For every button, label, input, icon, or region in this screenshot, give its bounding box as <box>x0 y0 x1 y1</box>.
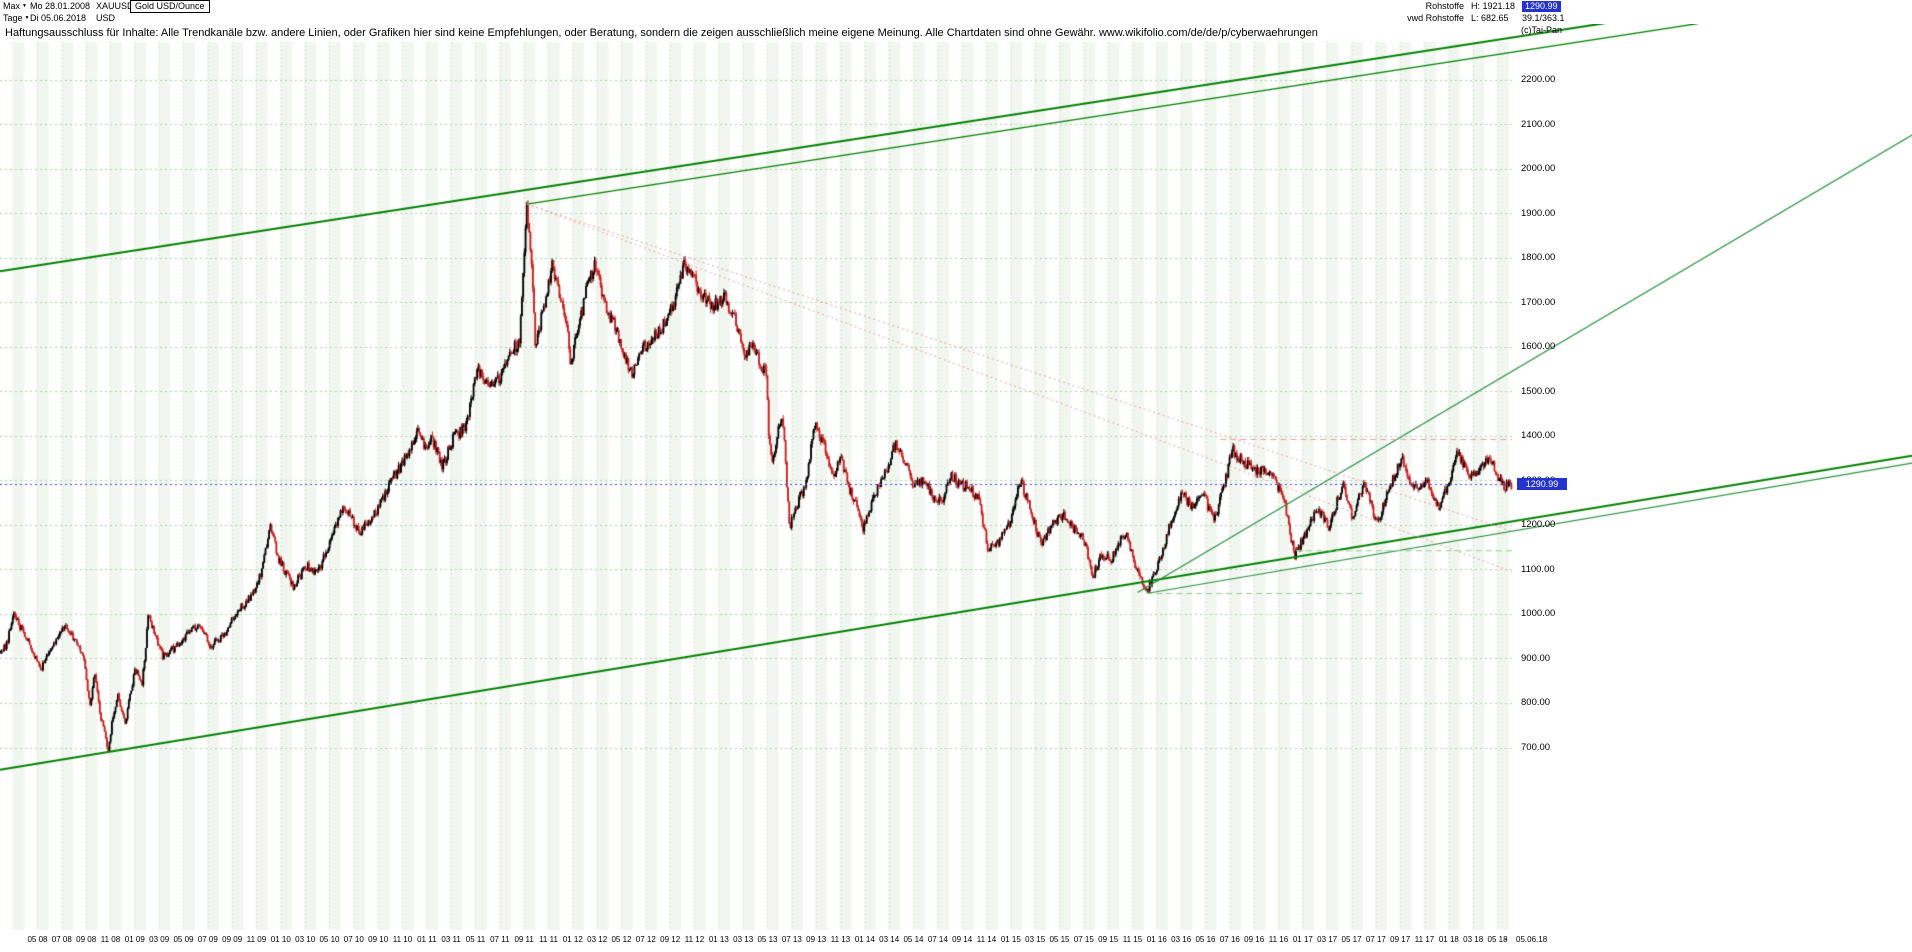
x-axis-label: 07 11 <box>490 935 510 944</box>
x-axis-label: 07 12 <box>635 935 656 944</box>
period-low-value: L: 682.65 <box>1471 13 1509 23</box>
x-axis-label: 03 11 <box>441 935 461 944</box>
header-left: Max ▼ Mo 28.01.2008 XAUUSD Gold USD/Ounc… <box>0 0 210 24</box>
x-axis-label: 01 10 <box>270 935 291 944</box>
chart-header: Max ▼ Mo 28.01.2008 XAUUSD Gold USD/Ounc… <box>0 0 1912 24</box>
symbol-label: XAUUSD <box>96 1 134 11</box>
x-axis-label: 11 10 <box>392 935 413 944</box>
x-axis-label: 03 15 <box>1025 935 1046 944</box>
x-axis-label: 05 16 <box>1195 935 1216 944</box>
x-axis-label: 03 14 <box>879 935 900 944</box>
x-axis-label: 05 10 <box>319 935 340 944</box>
x-axis-label: 07 13 <box>781 935 802 944</box>
x-axis-label: 03 09 <box>149 935 170 944</box>
x-axis-last-date: 05.06.18 <box>1516 935 1548 944</box>
x-axis-separator: - <box>1504 935 1508 944</box>
x-axis-label: 05 17 <box>1341 935 1362 944</box>
x-axis-label: 05 18 <box>1487 935 1508 944</box>
x-axis-label: 01 15 <box>1000 935 1021 944</box>
x-axis-label: 11 08 <box>100 935 121 944</box>
category-label: Rohstoffe <box>1425 1 1464 11</box>
chevron-down-icon: ▼ <box>24 15 30 21</box>
range-info-value: 39.1/363.1 <box>1522 13 1565 23</box>
x-axis-label: 07 14 <box>927 935 948 944</box>
x-axis-label: 09 15 <box>1098 935 1119 944</box>
chevron-down-icon: ▼ <box>22 3 27 9</box>
x-axis-label: 11 13 <box>830 935 851 944</box>
x-axis-label: 07 17 <box>1365 935 1386 944</box>
x-axis-label: 09 08 <box>76 935 97 944</box>
chart-canvas[interactable] <box>0 24 1912 932</box>
x-axis-label: 01 09 <box>124 935 145 944</box>
x-axis-label: 07 10 <box>343 935 364 944</box>
x-axis-label: 09 12 <box>660 935 681 944</box>
x-axis-label: 05 13 <box>757 935 778 944</box>
x-axis-label: 07 09 <box>197 935 218 944</box>
period-dropdown[interactable]: Tage ▼ <box>0 12 30 24</box>
copyright-watermark: (c)Tai-Pan <box>1521 25 1563 35</box>
x-axis-label: 11 15 <box>1122 935 1143 944</box>
x-axis-label: 01 16 <box>1146 935 1167 944</box>
x-axis-label: 03 12 <box>587 935 608 944</box>
x-axis-label: 03 13 <box>733 935 754 944</box>
x-axis-label: 09 10 <box>368 935 389 944</box>
period-label: Tage <box>3 13 23 23</box>
last-price-tag: 1290.99 <box>1517 478 1567 491</box>
range-dropdown[interactable]: Max ▼ <box>0 0 30 12</box>
x-axis-label: 01 18 <box>1438 935 1459 944</box>
x-axis-label: 09 14 <box>952 935 973 944</box>
x-axis-label: 07 08 <box>51 935 72 944</box>
x-axis-label: 11 11 <box>539 935 558 944</box>
x-axis-label: 09 17 <box>1390 935 1411 944</box>
disclaimer-text: Haftungsausschluss für Inhalte: Alle Tre… <box>5 27 1318 39</box>
instrument-name: Gold USD/Ounce <box>130 0 210 13</box>
x-axis-label: 11 16 <box>1268 935 1289 944</box>
datasource-label: vwd Rohstoffe <box>1407 13 1464 23</box>
x-axis-label: 01 11 <box>417 935 437 944</box>
period-high-value: H: 1921.18 <box>1471 1 1516 11</box>
x-axis-label: 09 09 <box>222 935 243 944</box>
x-axis-label: 01 12 <box>562 935 583 944</box>
cursor-date: Di 05.06.2018 <box>30 13 87 23</box>
x-axis-label: 07 15 <box>1073 935 1094 944</box>
x-axis-label: 03 16 <box>1171 935 1192 944</box>
x-axis-label: 09 16 <box>1244 935 1265 944</box>
x-axis-label: 03 10 <box>295 935 316 944</box>
x-axis-label: 05 11 <box>465 935 486 944</box>
x-axis-label: 11 17 <box>1414 935 1435 944</box>
start-date: Mo 28.01.2008 <box>30 1 91 11</box>
x-axis-label: 01 17 <box>1292 935 1313 944</box>
x-axis-label: 11 12 <box>684 935 705 944</box>
range-label: Max <box>3 1 21 11</box>
x-axis-label: 11 14 <box>976 935 997 944</box>
x-axis-label: 05 15 <box>1049 935 1070 944</box>
x-axis-label: 05 08 <box>27 935 48 944</box>
last-price-badge: 1290.99 <box>1522 1 1561 12</box>
x-axis-label: 07 16 <box>1219 935 1240 944</box>
x-axis-label: 03 17 <box>1317 935 1338 944</box>
x-axis-label: 09 11 <box>514 935 534 944</box>
header-quote-panel: Rohstoffe H: 1921.18 1290.99 vwd Rohstof… <box>1400 0 1572 24</box>
x-axis-label: 09 13 <box>806 935 827 944</box>
x-axis-label: 11 09 <box>246 935 267 944</box>
currency-label: USD <box>96 13 116 23</box>
x-axis-label: 05 14 <box>903 935 924 944</box>
x-axis-label: 05 12 <box>611 935 632 944</box>
x-axis-label: 03 18 <box>1463 935 1484 944</box>
x-axis-label: 01 13 <box>708 935 729 944</box>
x-axis-label: 05 09 <box>173 935 194 944</box>
x-axis-label: 01 14 <box>854 935 875 944</box>
